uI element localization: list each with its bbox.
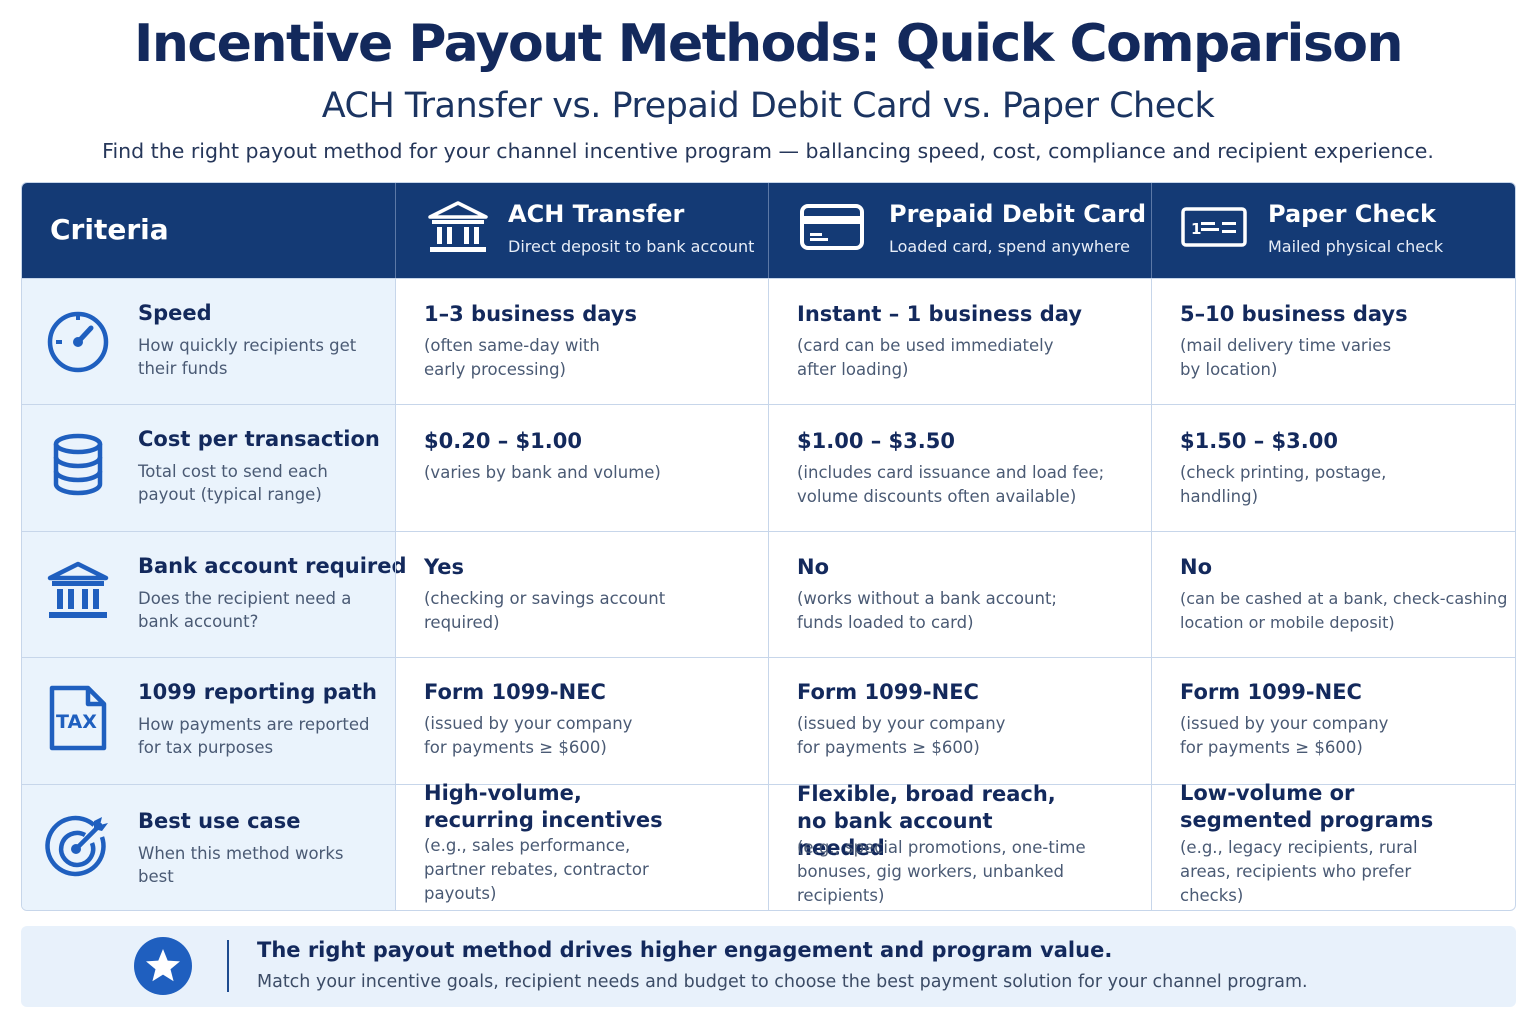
criteria-title: 1099 reporting path (138, 680, 377, 704)
tax-document-icon: TAX (42, 682, 114, 754)
footer-divider (227, 940, 229, 992)
value-detail: (issued by your company for payments ≥ $… (797, 712, 1007, 760)
value-cell: 1–3 business days (often same-day with e… (395, 279, 768, 404)
value-main: $1.50 – $3.00 (1180, 428, 1338, 455)
page-subtitle: ACH Transfer vs. Prepaid Debit Card vs. … (0, 86, 1536, 126)
header-paper-check: 1 Paper Check Mailed physical check (1151, 183, 1516, 278)
value-detail: (can be cashed at a bank, check-cashing … (1180, 587, 1516, 635)
value-cell: Yes (checking or savings account require… (395, 532, 768, 657)
header-prepaid-card: Prepaid Debit Card Loaded card, spend an… (768, 183, 1151, 278)
value-cell: Form 1099-NEC (issued by your company fo… (1151, 658, 1516, 784)
coin-stack-icon (42, 429, 114, 501)
value-main: High-volume, recurring incentives (424, 780, 684, 834)
speedometer-icon (42, 304, 114, 376)
value-main: $1.00 – $3.50 (797, 428, 955, 455)
value-detail: (card can be used immediately after load… (797, 334, 1057, 382)
value-main: Form 1099-NEC (424, 679, 606, 706)
value-detail: (often same-day with early processing) (424, 334, 614, 382)
credit-card-icon (797, 197, 869, 257)
bank-icon (422, 197, 494, 257)
method-name: ACH Transfer (508, 200, 684, 228)
value-detail: (check printing, postage, handling) (1180, 461, 1400, 509)
value-detail: (issued by your company for payments ≥ $… (1180, 712, 1390, 760)
method-name: Paper Check (1268, 200, 1436, 228)
criteria-desc: Does the recipient need a bank account? (138, 587, 358, 633)
table-row: TAX 1099 reporting path How payments are… (22, 657, 1516, 784)
value-main: Low-volume or segmented programs (1180, 780, 1460, 834)
method-name: Prepaid Debit Card (889, 200, 1146, 228)
criteria-desc: Total cost to send each payout (typical … (138, 460, 388, 506)
value-main: Yes (424, 554, 464, 581)
value-main: Form 1099-NEC (797, 679, 979, 706)
value-detail: (issued by your company for payments ≥ $… (424, 712, 634, 760)
page-title: Incentive Payout Methods: Quick Comparis… (0, 14, 1536, 74)
footer-banner: The right payout method drives higher en… (21, 926, 1516, 1007)
criteria-cell: TAX 1099 reporting path How payments are… (22, 658, 395, 784)
criteria-title: Bank account required (138, 554, 407, 578)
criteria-desc: How quickly recipients get their funds (138, 334, 388, 380)
header-ach: ACH Transfer Direct deposit to bank acco… (395, 183, 768, 278)
value-main: $0.20 – $1.00 (424, 428, 582, 455)
criteria-label: Criteria (50, 213, 169, 246)
value-detail: (e.g., special promotions, one-time bonu… (797, 836, 1147, 908)
method-desc: Mailed physical check (1268, 237, 1443, 256)
criteria-cell: Cost per transaction Total cost to send … (22, 405, 395, 531)
footer-text: Match your incentive goals, recipient ne… (257, 972, 1308, 992)
value-cell: High-volume, recurring incentives (e.g.,… (395, 785, 768, 911)
criteria-title: Best use case (138, 809, 300, 833)
value-detail: (works without a bank account; funds loa… (797, 587, 1057, 635)
table-row: Best use case When this method works bes… (22, 784, 1516, 911)
value-cell: $1.50 – $3.00 (check printing, postage, … (1151, 405, 1516, 531)
value-detail: (mail delivery time varies by location) (1180, 334, 1400, 382)
comparison-table: Criteria ACH Transfer Direct deposit to … (21, 182, 1516, 911)
value-main: No (1180, 554, 1212, 581)
footer-title: The right payout method drives higher en… (257, 938, 1112, 962)
svg-text:TAX: TAX (56, 711, 97, 733)
table-row: Speed How quickly recipients get their f… (22, 278, 1516, 404)
value-cell: Instant – 1 business day (card can be us… (768, 279, 1151, 404)
criteria-cell: Speed How quickly recipients get their f… (22, 279, 395, 404)
value-detail: (e.g., legacy recipients, rural areas, r… (1180, 836, 1470, 908)
table-row: Cost per transaction Total cost to send … (22, 404, 1516, 531)
method-desc: Direct deposit to bank account (508, 237, 754, 256)
value-cell: No (can be cashed at a bank, check-cashi… (1151, 532, 1516, 657)
criteria-desc: When this method works best (138, 842, 348, 888)
value-main: Form 1099-NEC (1180, 679, 1362, 706)
value-cell: Flexible, broad reach, no bank account n… (768, 785, 1151, 911)
method-desc: Loaded card, spend anywhere (889, 237, 1130, 256)
value-cell: Form 1099-NEC (issued by your company fo… (395, 658, 768, 784)
value-cell: $1.00 – $3.50 (includes card issuance an… (768, 405, 1151, 531)
value-main: 1–3 business days (424, 301, 637, 328)
svg-text:1: 1 (1191, 220, 1201, 238)
value-detail: (includes card issuance and load fee; vo… (797, 461, 1142, 509)
target-icon (42, 811, 114, 883)
page-tagline: Find the right payout method for your ch… (0, 139, 1536, 163)
value-detail: (e.g., sales performance, partner rebate… (424, 834, 694, 906)
criteria-title: Speed (138, 301, 212, 325)
value-cell: Form 1099-NEC (issued by your company fo… (768, 658, 1151, 784)
value-cell: Low-volume or segmented programs (e.g., … (1151, 785, 1516, 911)
check-icon: 1 (1178, 197, 1250, 257)
value-detail: (checking or savings account required) (424, 587, 674, 635)
table-header: Criteria ACH Transfer Direct deposit to … (22, 183, 1516, 278)
value-main: No (797, 554, 829, 581)
bank-icon (42, 556, 114, 628)
star-icon (133, 936, 193, 996)
value-main: Instant – 1 business day (797, 301, 1082, 328)
table-row: Bank account required Does the recipient… (22, 531, 1516, 657)
value-cell: 5–10 business days (mail delivery time v… (1151, 279, 1516, 404)
value-cell: $0.20 – $1.00 (varies by bank and volume… (395, 405, 768, 531)
value-detail: (varies by bank and volume) (424, 461, 769, 485)
value-main: 5–10 business days (1180, 301, 1408, 328)
criteria-cell: Bank account required Does the recipient… (22, 532, 395, 657)
criteria-desc: How payments are reported for tax purpos… (138, 713, 388, 759)
criteria-title: Cost per transaction (138, 427, 380, 451)
criteria-cell: Best use case When this method works bes… (22, 785, 395, 911)
header-criteria: Criteria (22, 183, 395, 278)
value-cell: No (works without a bank account; funds … (768, 532, 1151, 657)
